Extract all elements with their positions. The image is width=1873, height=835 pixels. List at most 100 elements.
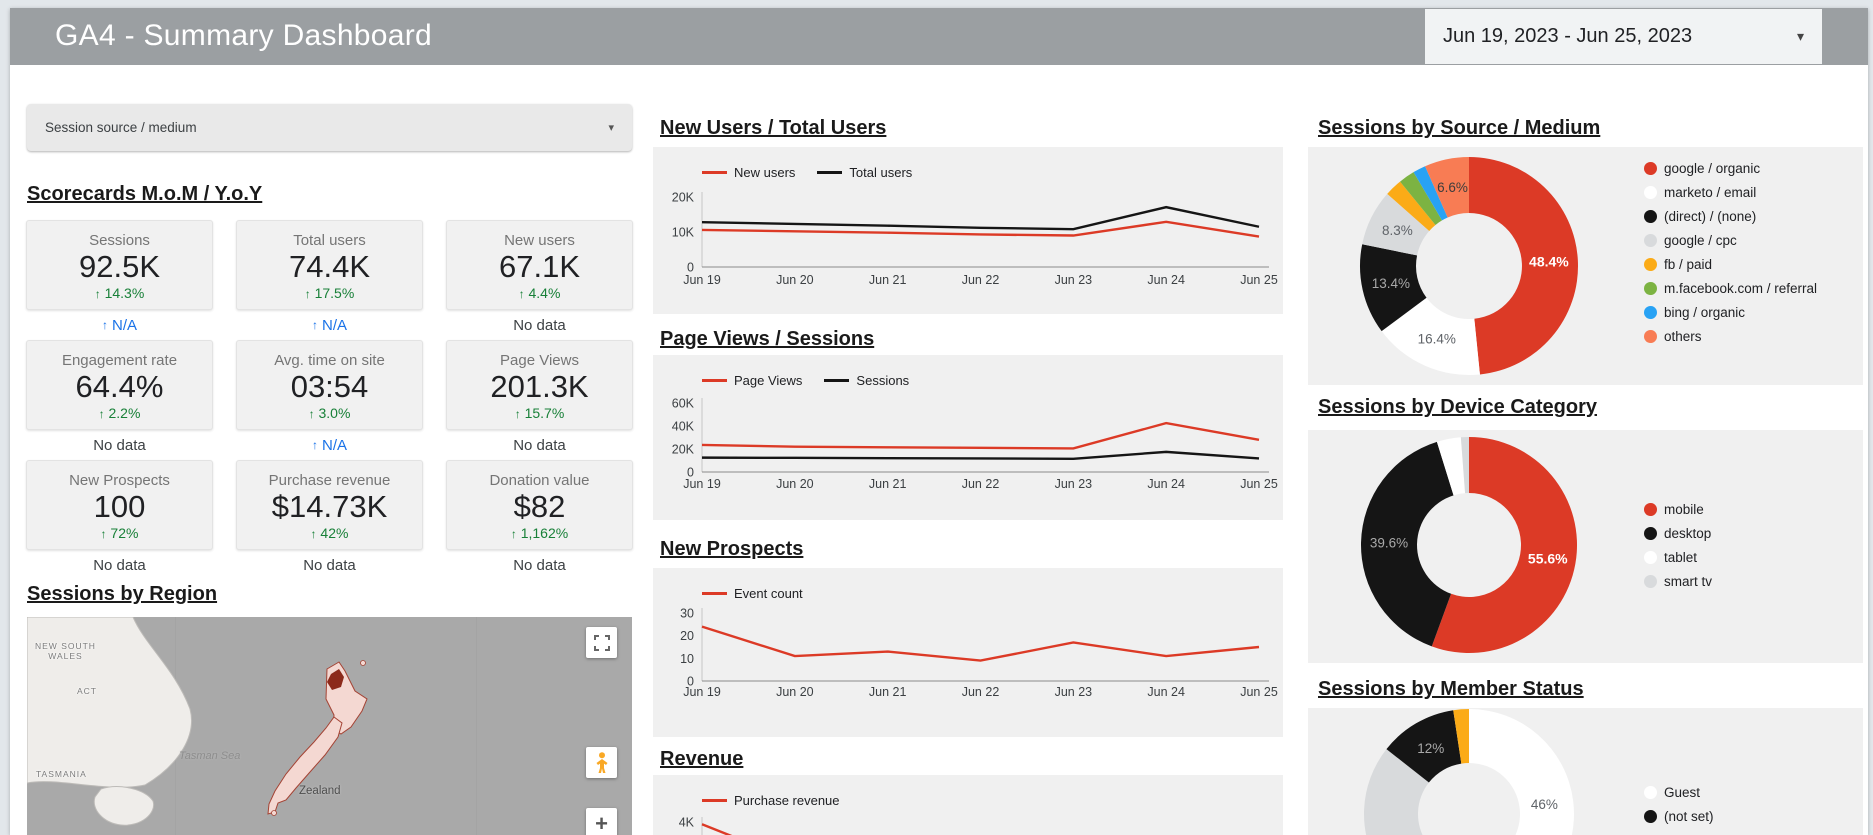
donut-slice [1386, 710, 1462, 783]
slice-percent-label: 16.4% [1418, 332, 1456, 347]
x-axis-tick: Jun 21 [869, 685, 907, 699]
scorecard-comparison: No data [303, 556, 356, 574]
legend-dot [1644, 282, 1657, 295]
legend-label: Event count [734, 586, 803, 601]
series-line [701, 625, 1260, 662]
donut-slice [1469, 157, 1579, 375]
line-chart-plot: 0 20K 40K 60K Jun 19 Jun 20 Jun 21 Jun 22 Jun 23… [672, 397, 1278, 492]
scorecards-heading: Scorecards M.o.M / Y.o.Y [27, 183, 263, 205]
donut-chart-plot: 48.4% 16.4% 13.4% 8.3% 6.6% [1360, 157, 1579, 376]
legend-label: (not set) [1664, 809, 1714, 824]
legend-label: marketo / email [1664, 185, 1757, 200]
scorecard-delta: ↑ 15.7% [514, 405, 565, 421]
scorecard-delta: ↑ 72% [100, 525, 139, 541]
series-line [701, 450, 1260, 460]
zoom-in-button[interactable]: + [586, 808, 617, 835]
y-axis-tick: 4K [679, 816, 695, 830]
x-axis-tick: Jun 23 [1055, 477, 1093, 491]
legend-label: New users [734, 165, 796, 180]
x-axis-tick: Jun 23 [1055, 685, 1093, 699]
legend-swatch [702, 171, 727, 174]
legend-label: google / cpc [1664, 233, 1737, 248]
legend-label: m.facebook.com / referral [1664, 281, 1818, 296]
donut-slice [1453, 709, 1469, 764]
y-axis-tick: 10 [680, 652, 694, 666]
pageviews-chart-heading: Page Views / Sessions [660, 328, 875, 350]
map-label-nsw: NEW SOUTH WALES [35, 641, 96, 661]
donut-slice [1413, 166, 1448, 221]
legend-item: Page Views [702, 373, 802, 388]
x-axis-tick: Jun 24 [1147, 477, 1185, 491]
legend-label: mobile [1664, 502, 1704, 517]
up-arrow-icon: ↑ [94, 287, 101, 301]
series-line [701, 823, 733, 835]
legend-label: (direct) / (none) [1664, 209, 1757, 224]
x-axis-tick: Jun 21 [869, 273, 907, 287]
legend-dot [1644, 575, 1657, 588]
y-axis-tick: 0 [687, 261, 694, 275]
prospects-chart-heading: New Prospects [660, 538, 804, 560]
fullscreen-icon [593, 634, 610, 651]
scorecard-label: Engagement rate [61, 352, 178, 369]
fullscreen-button[interactable] [586, 627, 617, 658]
x-axis-tick: Jun 20 [776, 273, 814, 287]
date-range-picker[interactable]: Jun 19, 2023 - Jun 25, 2023 ▾ [1425, 9, 1822, 64]
legend-label: smart tv [1664, 574, 1713, 589]
scorecard-comparison: ↑ N/A [311, 316, 347, 334]
source-chart-heading: Sessions by Source / Medium [1318, 117, 1601, 139]
legend-swatch [824, 379, 850, 382]
donut-slice [1362, 193, 1430, 256]
series-line [701, 220, 1260, 238]
up-arrow-icon: ↑ [510, 527, 517, 541]
x-axis-tick: Jun 22 [962, 685, 1000, 699]
scorecard-delta: ↑ 3.0% [308, 405, 351, 421]
scorecard-delta: ↑ 4.4% [518, 285, 561, 301]
donut-slice [1364, 749, 1429, 835]
legend-dot [1644, 162, 1657, 175]
scorecard-label: Page Views [500, 352, 579, 369]
x-axis-tick: Jun 20 [776, 685, 814, 699]
header-bar: GA4 - Summary Dashboard Jun 19, 2023 - J… [10, 8, 1868, 65]
legend-swatch [817, 171, 843, 174]
legend-label: Sessions [856, 373, 910, 388]
x-axis-tick: Jun 25 [1240, 477, 1278, 491]
users-line-ch art: New users Total users 0 10K 20K Jun 19 Jun 20 J… [653, 147, 1283, 314]
x-axis-tick: Jun 21 [869, 477, 907, 491]
scorecard-value: 201.3K [490, 369, 589, 404]
slice-percent-label: 39.6% [1370, 535, 1408, 550]
slice-percent-label: 12% [1417, 741, 1444, 756]
scorecard: Total users 74.4K ↑ 17.5% ↑ N/A [236, 220, 423, 340]
member-donut-chart: 46%39.6%12% Guest (not set) [1308, 708, 1863, 835]
scorecard: Page Views 201.3K ↑ 15.7% No data [446, 340, 633, 460]
legend-dot [1644, 186, 1657, 199]
legend-label: google / organic [1664, 161, 1761, 176]
x-axis-tick: Jun 23 [1055, 273, 1093, 287]
scorecard-label: New users [504, 232, 575, 249]
series-line [701, 205, 1260, 231]
device-donut-chart: 55.6% 39.6% mobile desktop tablet smart tv [1308, 430, 1863, 663]
scorecard-value: 64.4% [75, 369, 164, 404]
chart-legend: New users Total users [702, 165, 912, 180]
legend-dot [1644, 258, 1657, 271]
up-arrow-icon: ↑ [308, 407, 315, 421]
donut-slice [1381, 297, 1480, 376]
source-medium-filter[interactable]: Session source / medium ▾ [27, 104, 632, 151]
scorecard: Engagement rate 64.4% ↑ 2.2% No data [26, 340, 213, 460]
scorecard-card: New Prospects 100 ↑ 72% [26, 460, 213, 550]
up-arrow-icon: ↑ [98, 407, 105, 421]
filter-label: Session source / medium [45, 120, 197, 135]
legend-item: smart tv [1644, 574, 1829, 590]
pegman-button[interactable] [586, 747, 617, 778]
y-axis-tick: 20 [680, 629, 694, 643]
scorecard-delta: ↑ 1,162% [510, 525, 569, 541]
x-axis-tick: Jun 20 [776, 477, 814, 491]
scorecard-card: Donation value $82 ↑ 1,162% [446, 460, 633, 550]
legend-item: desktop [1644, 526, 1829, 542]
up-arrow-icon: ↑ [101, 318, 108, 332]
scorecard-comparison: No data [513, 436, 566, 454]
scorecard-label: Purchase revenue [268, 472, 391, 489]
legend-label: tablet [1664, 550, 1698, 565]
scorecard: Avg. time on site 03:54 ↑ 3.0% ↑ N/A [236, 340, 423, 460]
region-map[interactable]: NEW SOUTH WALES ACT TASMANIA Tasman Sea … [27, 617, 632, 835]
